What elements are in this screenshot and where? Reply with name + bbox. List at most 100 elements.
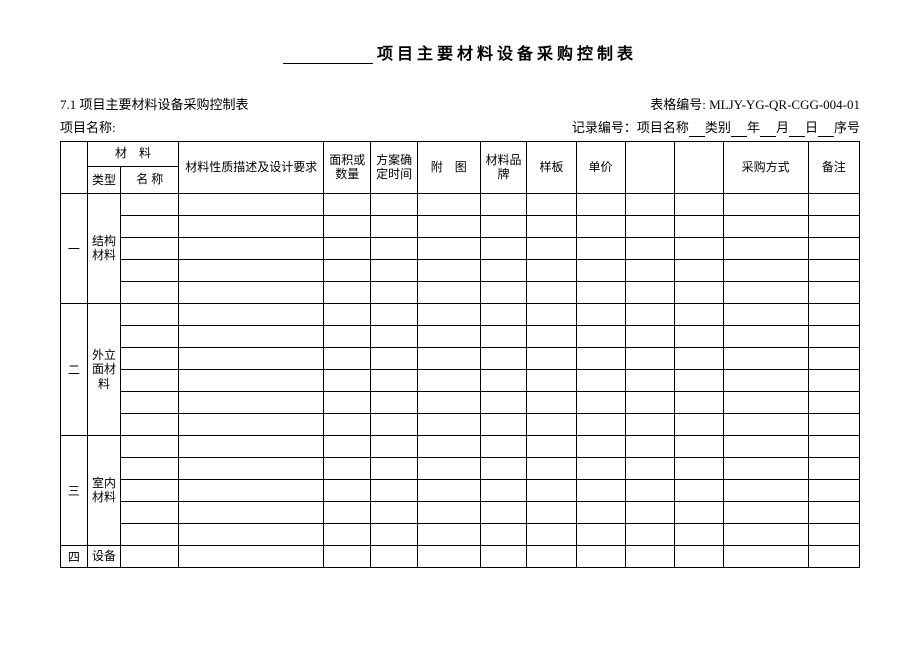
- cell: [324, 479, 371, 501]
- cell: [324, 347, 371, 369]
- cell: [723, 501, 808, 523]
- cell: [576, 391, 625, 413]
- group-label: 结构材料: [87, 193, 120, 303]
- cell: [371, 413, 418, 435]
- th-note: 备注: [808, 142, 859, 194]
- cell: [179, 369, 324, 391]
- cell: [418, 369, 480, 391]
- cell: [179, 501, 324, 523]
- cell: [527, 391, 576, 413]
- cell: [723, 237, 808, 259]
- cell: [324, 259, 371, 281]
- th-index: [61, 142, 88, 194]
- cell: [527, 369, 576, 391]
- cell: [179, 281, 324, 303]
- cell: [371, 303, 418, 325]
- cell: [808, 193, 859, 215]
- cell: [121, 215, 179, 237]
- cell: [625, 413, 674, 435]
- cell: [674, 435, 723, 457]
- cell: [418, 501, 480, 523]
- cell: [808, 501, 859, 523]
- cell: [625, 369, 674, 391]
- cell: [121, 479, 179, 501]
- cell: [576, 259, 625, 281]
- cell: [179, 457, 324, 479]
- cell: [371, 369, 418, 391]
- cell: [480, 523, 527, 545]
- page-title: 项目主要材料设备采购控制表: [60, 40, 860, 64]
- cell: [480, 413, 527, 435]
- th-name: 名 称: [121, 166, 179, 193]
- cell: [480, 479, 527, 501]
- cell: [480, 369, 527, 391]
- cell: [625, 193, 674, 215]
- cell: [121, 347, 179, 369]
- cell: [527, 435, 576, 457]
- cell: [808, 479, 859, 501]
- cell: [179, 259, 324, 281]
- cell: [723, 303, 808, 325]
- cell: [625, 523, 674, 545]
- cell: [480, 281, 527, 303]
- cell: [808, 413, 859, 435]
- table-row: [61, 479, 860, 501]
- cell: [625, 237, 674, 259]
- table-row: [61, 501, 860, 523]
- cell: [418, 259, 480, 281]
- th-attach: 附 图: [418, 142, 480, 194]
- cell: [179, 193, 324, 215]
- cell: [625, 281, 674, 303]
- cell: [527, 501, 576, 523]
- cell: [371, 501, 418, 523]
- cell: [576, 545, 625, 567]
- cell: [371, 545, 418, 567]
- cell: [179, 391, 324, 413]
- cell: [674, 545, 723, 567]
- cell: [674, 391, 723, 413]
- cell: [418, 523, 480, 545]
- cell: [723, 193, 808, 215]
- cell: [576, 435, 625, 457]
- cell: [480, 303, 527, 325]
- cell: [480, 435, 527, 457]
- cell: [674, 369, 723, 391]
- cell: [723, 215, 808, 237]
- th-sample: 样板: [527, 142, 576, 194]
- form-code: 表格编号: MLJY-YG-QR-CGG-004-01: [650, 94, 860, 113]
- cell: [576, 413, 625, 435]
- cell: [674, 325, 723, 347]
- cell: [324, 369, 371, 391]
- cell: [723, 369, 808, 391]
- cell: [576, 501, 625, 523]
- cell: [808, 237, 859, 259]
- cell: [121, 369, 179, 391]
- cell: [371, 193, 418, 215]
- cell: [625, 479, 674, 501]
- cell: [371, 435, 418, 457]
- cell: [723, 523, 808, 545]
- cell: [527, 237, 576, 259]
- cell: [723, 479, 808, 501]
- cell: [808, 281, 859, 303]
- cell: [371, 215, 418, 237]
- group-index: 一: [61, 193, 88, 303]
- cell: [723, 391, 808, 413]
- title-text: 项目主要材料设备采购控制表: [377, 46, 637, 63]
- cell: [527, 545, 576, 567]
- cell: [179, 545, 324, 567]
- cell: [625, 435, 674, 457]
- table-body: 一结构材料二外立面材料三室内材料四设备: [61, 193, 860, 567]
- cell: [527, 347, 576, 369]
- cell: [418, 435, 480, 457]
- cell: [480, 259, 527, 281]
- cell: [723, 545, 808, 567]
- cell: [418, 215, 480, 237]
- main-table: 材 料 材料性质描述及设计要求 面积或数量 方案确定时间 附 图 材料品牌 样板…: [60, 141, 860, 568]
- cell: [179, 237, 324, 259]
- cell: [371, 325, 418, 347]
- cell: [121, 435, 179, 457]
- cell: [121, 281, 179, 303]
- th-material-group: 材 料: [87, 142, 179, 167]
- cell: [480, 545, 527, 567]
